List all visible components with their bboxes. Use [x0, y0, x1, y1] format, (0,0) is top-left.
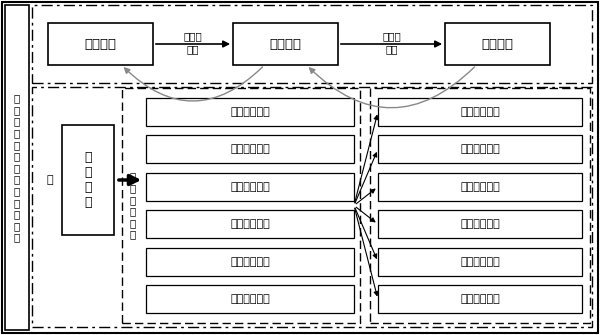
- Text: 医院运营管理: 医院运营管理: [460, 182, 500, 192]
- Text: 人力资源管理: 人力资源管理: [460, 144, 500, 154]
- Text: 同质化: 同质化: [382, 31, 401, 41]
- Text: 基
层
医
疗
单
元: 基 层 医 疗 单 元: [130, 172, 136, 240]
- Bar: [378, 173, 582, 201]
- FancyArrowPatch shape: [310, 67, 475, 108]
- FancyArrowPatch shape: [125, 67, 263, 101]
- Bar: [146, 210, 354, 238]
- Text: 实施管理督导: 实施管理督导: [230, 182, 270, 192]
- Bar: [32, 5, 592, 83]
- Bar: [62, 125, 114, 235]
- Text: 六个维度: 六个维度: [269, 38, 302, 51]
- Bar: [378, 248, 582, 276]
- Bar: [378, 210, 582, 238]
- Text: 开展管理培训: 开展管理培训: [230, 257, 270, 267]
- Text: 领
办
医
院: 领 办 医 院: [84, 151, 92, 209]
- Text: 医院财务管理: 医院财务管理: [460, 257, 500, 267]
- Text: 医院信息管理: 医院信息管理: [460, 219, 500, 229]
- Bar: [378, 97, 582, 126]
- Text: 管
理
同
质
化
实
施
的
整
合
性
框
架: 管 理 同 质 化 实 施 的 整 合 性 框 架: [14, 93, 20, 243]
- Bar: [378, 135, 582, 163]
- Bar: [146, 173, 354, 201]
- Bar: [32, 87, 592, 327]
- Text: 医疗质量管理: 医疗质量管理: [460, 107, 500, 117]
- Bar: [146, 248, 354, 276]
- Text: 一个中心: 一个中心: [85, 38, 116, 51]
- Text: 实施: 实施: [385, 44, 398, 54]
- Text: 移植管理制度: 移植管理制度: [230, 144, 270, 154]
- Bar: [233, 23, 338, 65]
- Bar: [146, 285, 354, 314]
- Bar: [48, 23, 153, 65]
- Text: 派驻管理团队: 派驻管理团队: [230, 107, 270, 117]
- Text: 》: 》: [47, 175, 53, 185]
- Bar: [445, 23, 550, 65]
- Bar: [146, 97, 354, 126]
- Bar: [146, 135, 354, 163]
- Text: 建设: 建设: [187, 44, 199, 54]
- Text: 标准化: 标准化: [184, 31, 202, 41]
- Text: 落实组织保障: 落实组织保障: [230, 294, 270, 305]
- Bar: [378, 285, 582, 314]
- Bar: [370, 88, 590, 323]
- Text: 优化管理技术: 优化管理技术: [230, 219, 270, 229]
- Text: 六大内容: 六大内容: [482, 38, 514, 51]
- Bar: [122, 88, 360, 323]
- Bar: [5, 5, 29, 330]
- Text: 医院后勤管理: 医院后勤管理: [460, 294, 500, 305]
